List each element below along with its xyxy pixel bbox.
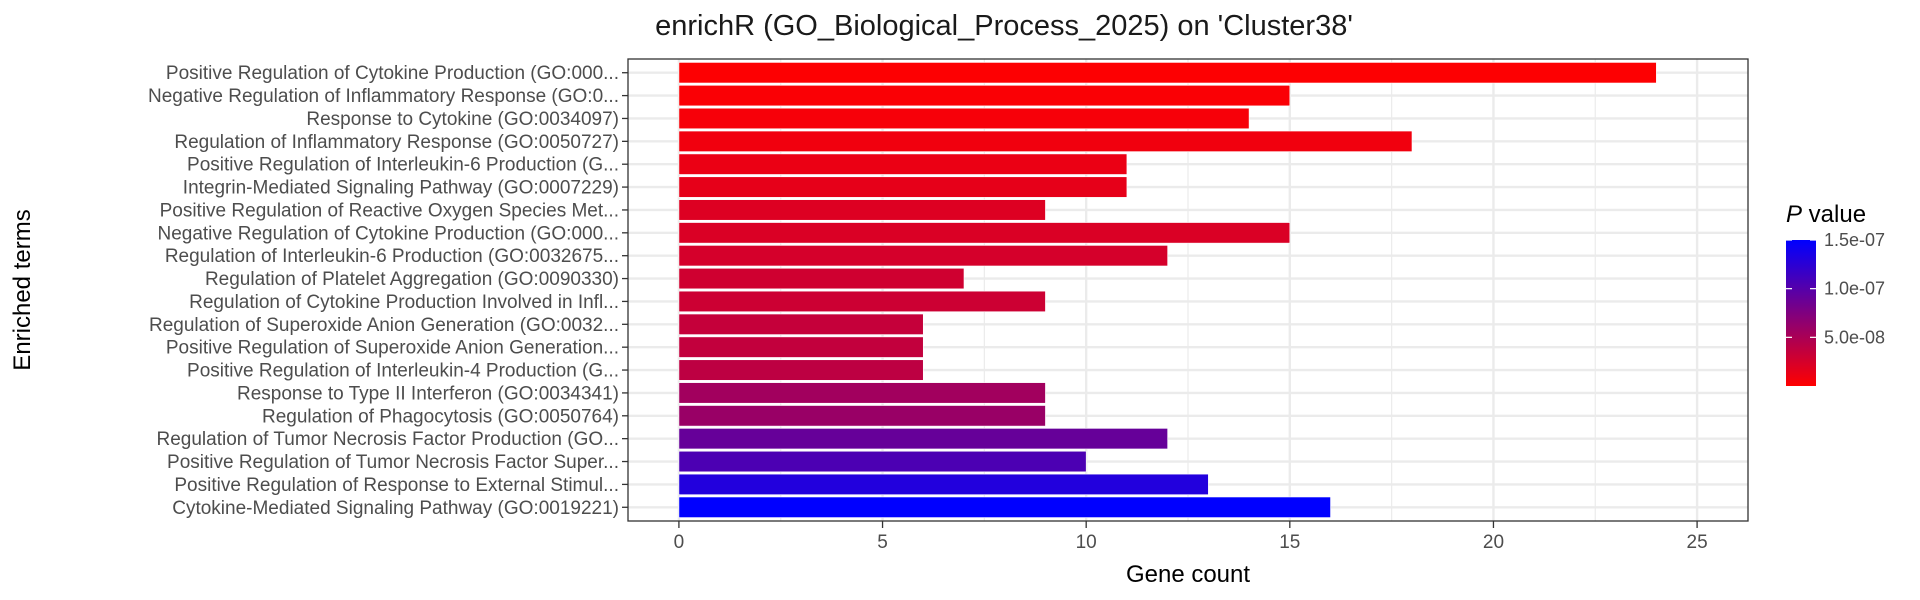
y-axis-title: Enriched terms [9, 209, 36, 370]
bar [678, 222, 1291, 244]
legend-colorbar [1786, 240, 1816, 386]
bar [678, 496, 1331, 518]
bar [678, 176, 1128, 198]
category-label: Cytokine-Mediated Signaling Pathway (GO:… [172, 498, 619, 519]
category-label: Regulation of Platelet Aggregation (GO:0… [205, 269, 619, 290]
bar [678, 359, 924, 381]
bar [678, 245, 1168, 267]
category-labels: Positive Regulation of Cytokine Producti… [148, 63, 628, 519]
category-label: Positive Regulation of Response to Exter… [174, 475, 619, 496]
category-label: Negative Regulation of Cytokine Producti… [157, 223, 619, 244]
legend-title-italic: P [1786, 201, 1802, 228]
category-label: Regulation of Inflammatory Response (GO:… [174, 132, 619, 153]
bar [678, 267, 965, 290]
x-tick-label: 5 [877, 532, 888, 553]
bar [678, 290, 1046, 313]
category-label: Negative Regulation of Inflammatory Resp… [148, 86, 619, 107]
category-label: Positive Regulation of Tumor Necrosis Fa… [167, 452, 619, 473]
category-label: Regulation of Interleukin-6 Production (… [165, 246, 619, 267]
category-label: Response to Type II Interferon (GO:00343… [237, 383, 619, 404]
chart-title: enrichR (GO_Biological_Process_2025) on … [655, 10, 1353, 42]
legend-tick-label: 1.0e-07 [1824, 279, 1885, 299]
x-tick-label: 25 [1687, 532, 1708, 553]
category-label: Positive Regulation of Superoxide Anion … [166, 338, 619, 359]
legend: P value 5.0e-08 1.0e-07 1.5e-07 [1786, 201, 1885, 386]
legend-tick-label: 5.0e-08 [1824, 327, 1885, 347]
bar [678, 62, 1657, 84]
bar [678, 405, 1046, 427]
x-axis-title: Gene count [1126, 561, 1250, 588]
category-label: Positive Regulation of Interleukin-6 Pro… [187, 155, 619, 176]
x-axis-ticks: 0 5 10 15 20 25 [674, 521, 1708, 553]
bar [678, 428, 1168, 450]
panel-border [627, 58, 1749, 522]
category-label: Response to Cytokine (GO:0034097) [306, 109, 619, 130]
category-label: Regulation of Superoxide Anion Generatio… [149, 315, 619, 336]
category-label: Regulation of Phagocytosis (GO:0050764) [262, 406, 619, 427]
x-tick-label: 15 [1279, 532, 1300, 553]
category-label: Integrin-Mediated Signaling Pathway (GO:… [183, 178, 619, 199]
category-label: Regulation of Tumor Necrosis Factor Prod… [156, 429, 619, 450]
legend-ticks: 5.0e-08 1.0e-07 1.5e-07 [1786, 230, 1885, 347]
bar [678, 336, 924, 358]
category-label: Positive Regulation of Cytokine Producti… [166, 63, 619, 84]
plot-panel [627, 58, 1749, 522]
bar [678, 313, 924, 335]
x-tick-label: 10 [1076, 532, 1097, 553]
bar [678, 130, 1413, 152]
bar [678, 107, 1250, 130]
category-label: Positive Regulation of Interleukin-4 Pro… [187, 361, 619, 382]
category-label: Positive Regulation of Reactive Oxygen S… [160, 200, 619, 221]
bar [678, 153, 1128, 175]
bar [678, 199, 1046, 221]
legend-tick-label: 1.5e-07 [1824, 230, 1885, 250]
bar [678, 450, 1087, 473]
legend-title: P value [1786, 201, 1866, 228]
x-tick-label: 0 [674, 532, 685, 553]
bar [678, 473, 1209, 495]
bar [678, 85, 1291, 107]
legend-title-rest: value [1802, 201, 1866, 228]
x-tick-label: 20 [1483, 532, 1504, 553]
bar [678, 382, 1046, 404]
bars [678, 62, 1657, 518]
category-label: Regulation of Cytokine Production Involv… [189, 292, 619, 313]
